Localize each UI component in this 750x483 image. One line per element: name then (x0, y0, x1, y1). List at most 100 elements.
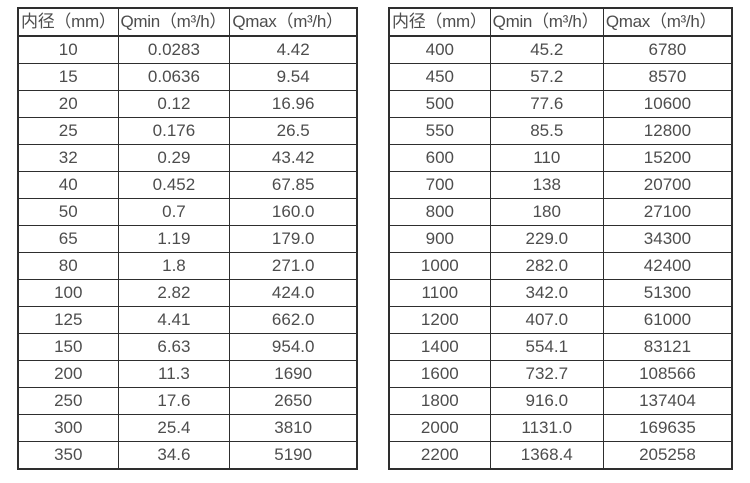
table-cell: 80 (17, 252, 119, 280)
table-cell: 350 (17, 441, 119, 470)
table-row: 1400 554.1 83121 (388, 333, 733, 361)
table-cell: 42400 (602, 252, 733, 280)
table-cell: 271.0 (229, 252, 358, 280)
table-row: 80 1.8 271.0 (17, 252, 358, 280)
column-header: Qmin（m³/h） (117, 7, 231, 37)
table-row: 32 0.29 43.42 (17, 144, 358, 172)
table-cell: 1200 (388, 306, 491, 334)
table-row: 200 11.3 1690 (17, 360, 358, 388)
table-cell: 3810 (229, 414, 358, 442)
table-cell: 4.42 (229, 35, 358, 64)
table-cell: 1131.0 (489, 414, 604, 442)
table-cell: 2000 (388, 414, 491, 442)
table-cell: 125 (17, 306, 119, 334)
table-cell: 700 (388, 171, 491, 199)
table-cell: 424.0 (229, 279, 358, 307)
table-cell: 25 (17, 117, 119, 145)
table-row: 1100 342.0 51300 (388, 279, 733, 307)
table-cell: 16.96 (229, 90, 358, 118)
table-cell: 0.12 (117, 90, 231, 118)
table-cell: 1000 (388, 252, 491, 280)
table-cell: 34.6 (117, 441, 231, 470)
table-cell: 61000 (602, 306, 733, 334)
table-cell: 407.0 (489, 306, 604, 334)
table-cell: 77.6 (489, 90, 604, 118)
table-cell: 15200 (602, 144, 733, 172)
table-cell: 4.41 (117, 306, 231, 334)
table-cell: 100 (17, 279, 119, 307)
table-cell: 50 (17, 198, 119, 226)
column-header: 内径（mm） (17, 7, 119, 37)
table-cell: 34300 (602, 225, 733, 253)
column-header: Qmax（m³/h） (602, 7, 733, 37)
table-cell: 85.5 (489, 117, 604, 145)
table-cell: 0.0636 (117, 63, 231, 91)
table-cell: 15 (17, 63, 119, 91)
table-cell: 150 (17, 333, 119, 361)
table-cell: 1600 (388, 360, 491, 388)
table-cell: 229.0 (489, 225, 604, 253)
table-cell: 5190 (229, 441, 358, 470)
table-cell: 51300 (602, 279, 733, 307)
header-row: 内径（mm） Qmin（m³/h） Qmax（m³/h） (388, 7, 733, 37)
table-cell: 65 (17, 225, 119, 253)
table-cell: 27100 (602, 198, 733, 226)
table-cell: 250 (17, 387, 119, 415)
table-cell: 450 (388, 63, 491, 91)
table-row: 300 25.4 3810 (17, 414, 358, 442)
table-cell: 43.42 (229, 144, 358, 172)
table-cell: 400 (388, 35, 491, 64)
table-cell: 20700 (602, 171, 733, 199)
table-cell: 2.82 (117, 279, 231, 307)
table-cell: 200 (17, 360, 119, 388)
table-row: 100 2.82 424.0 (17, 279, 358, 307)
table-cell: 83121 (602, 333, 733, 361)
table-cell: 300 (17, 414, 119, 442)
table-cell: 954.0 (229, 333, 358, 361)
table-cell: 45.2 (489, 35, 604, 64)
table-cell: 179.0 (229, 225, 358, 253)
table-cell: 10 (17, 35, 119, 64)
table-cell: 1690 (229, 360, 358, 388)
table-cell: 11.3 (117, 360, 231, 388)
table-cell: 500 (388, 90, 491, 118)
table-header: 内径（mm） Qmin（m³/h） Qmax（m³/h） (17, 7, 358, 37)
table-cell: 550 (388, 117, 491, 145)
column-header: Qmax（m³/h） (229, 7, 358, 37)
table-cell: 900 (388, 225, 491, 253)
table-cell: 916.0 (489, 387, 604, 415)
table-cell: 20 (17, 90, 119, 118)
header-row: 内径（mm） Qmin（m³/h） Qmax（m³/h） (17, 7, 358, 37)
table-cell: 137404 (602, 387, 733, 415)
table-cell: 800 (388, 198, 491, 226)
table-row: 350 34.6 5190 (17, 441, 358, 470)
table-row: 50 0.7 160.0 (17, 198, 358, 226)
table-cell: 0.7 (117, 198, 231, 226)
table-row: 900 229.0 34300 (388, 225, 733, 253)
table-cell: 12800 (602, 117, 733, 145)
table-cell: 169635 (602, 414, 733, 442)
table-row: 500 77.6 10600 (388, 90, 733, 118)
table-row: 65 1.19 179.0 (17, 225, 358, 253)
table-cell: 1.19 (117, 225, 231, 253)
table-cell: 110 (489, 144, 604, 172)
table-row: 2000 1131.0 169635 (388, 414, 733, 442)
table-row: 10 0.0283 4.42 (17, 35, 358, 64)
table-cell: 57.2 (489, 63, 604, 91)
table-row: 700 138 20700 (388, 171, 733, 199)
table-cell: 2650 (229, 387, 358, 415)
table-row: 600 110 15200 (388, 144, 733, 172)
table-cell: 1400 (388, 333, 491, 361)
table-body: 400 45.2 6780 450 57.2 8570 500 77.6 10600 550 85.… (388, 35, 733, 470)
table-cell: 2200 (388, 441, 491, 470)
table-cell: 8570 (602, 63, 733, 91)
table-cell: 108566 (602, 360, 733, 388)
table-cell: 342.0 (489, 279, 604, 307)
table-row: 800 180 27100 (388, 198, 733, 226)
table-cell: 6.63 (117, 333, 231, 361)
table-cell: 67.85 (229, 171, 358, 199)
table-cell: 1.8 (117, 252, 231, 280)
table-row: 250 17.6 2650 (17, 387, 358, 415)
table-row: 25 0.176 26.5 (17, 117, 358, 145)
